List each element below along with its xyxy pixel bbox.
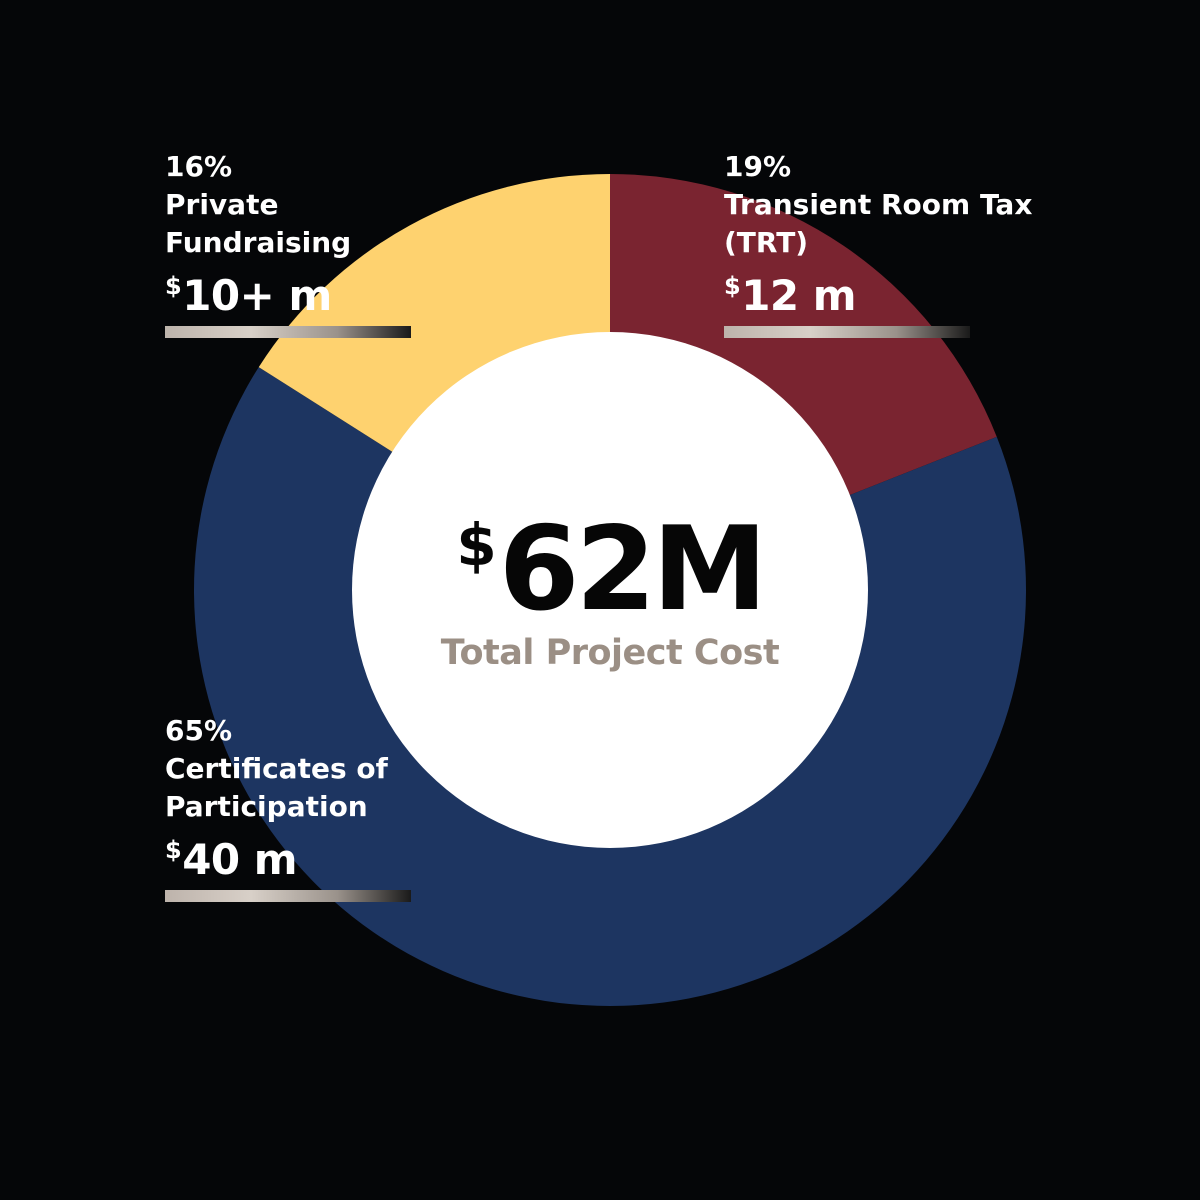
label-private-percent: 16%	[165, 150, 233, 183]
label-cop-currency: $	[165, 836, 182, 864]
label-cop-underline-bar	[165, 890, 411, 902]
label-cop-amount: $40 m	[165, 826, 411, 884]
label-private-amount-value: 10+ m	[182, 271, 332, 320]
label-trt-percent: 19%	[724, 150, 792, 183]
label-private-underline-bar	[165, 326, 411, 338]
label-trt-amount: $12 m	[724, 262, 1032, 320]
total-amount: 62M	[498, 501, 768, 637]
label-certificates-of-participation: 65% Certificates of Participation $40 m	[165, 712, 411, 902]
total-value: $62M	[456, 510, 767, 628]
label-private-amount: $10+ m	[165, 262, 411, 320]
total-caption: Total Project Cost	[440, 632, 780, 673]
currency-symbol: $	[456, 510, 497, 579]
label-cop-percent: 65%	[165, 714, 233, 747]
label-transient-room-tax: 19% Transient Room Tax (TRT) $12 m	[724, 148, 1032, 338]
center-total: $62M Total Project Cost	[352, 330, 868, 846]
label-cop-name-line1: Certificates of	[165, 752, 388, 785]
label-trt-name-line2: (TRT)	[724, 226, 809, 259]
label-trt-amount-value: 12 m	[741, 271, 857, 320]
label-private-name-line2: Fundraising	[165, 226, 352, 259]
label-cop-name-line2: Participation	[165, 790, 368, 823]
label-private-name-line1: Private	[165, 188, 279, 221]
label-trt-currency: $	[724, 272, 741, 300]
label-trt-underline-bar	[724, 326, 970, 338]
center-hole	[352, 332, 868, 848]
label-private-fundraising: 16% Private Fundraising $10+ m	[165, 148, 411, 338]
label-private-currency: $	[165, 272, 182, 300]
label-cop-amount-value: 40 m	[182, 835, 298, 884]
label-trt-name-line1: Transient Room Tax	[724, 188, 1033, 221]
